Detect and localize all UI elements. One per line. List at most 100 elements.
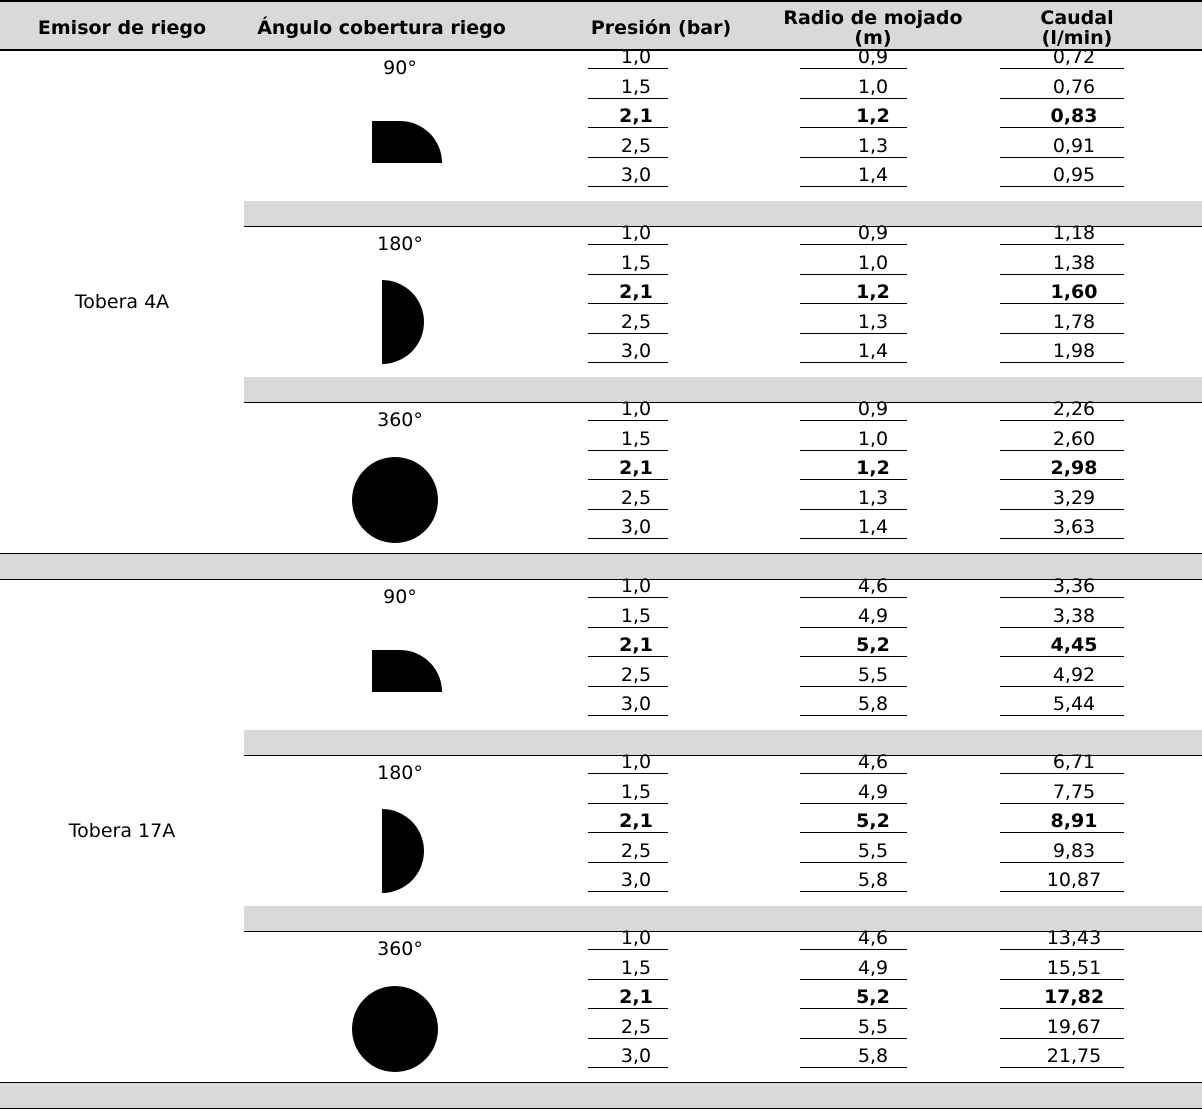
radio-value: 1,3 (857, 134, 889, 157)
cell-underline (800, 186, 907, 187)
cell-underline (588, 68, 668, 69)
caudal-value: 8,91 (1050, 810, 1098, 832)
cell-underline (1000, 127, 1124, 128)
quarter-coverage-icon (372, 650, 442, 696)
section-separator (244, 730, 1202, 756)
cell-underline (588, 97, 668, 99)
table-row: 1,0 0,9 2,26 (0, 399, 1202, 419)
table-row: 2,5 1,3 3,29 (0, 488, 1202, 508)
caudal-value: 21,75 (1046, 1045, 1102, 1067)
cell-underline (1000, 303, 1124, 304)
presion-value: 2,1 (619, 634, 653, 656)
radio-value: 1,4 (857, 164, 889, 186)
caudal-value: 0,76 (1052, 75, 1096, 98)
table-row: 1,5 4,9 15,51 (0, 958, 1202, 978)
table-row: 2,5 1,3 1,78 (0, 312, 1202, 332)
cell-underline (800, 127, 907, 128)
cell-underline (588, 626, 668, 628)
cell-underline (588, 656, 668, 657)
section-separator (244, 906, 1202, 932)
cell-underline (800, 1008, 907, 1009)
header-emisor: Emisor de riego (37, 16, 207, 39)
table-row: 3,0 5,8 21,75 (0, 1046, 1202, 1066)
radio-value: 4,9 (857, 604, 889, 627)
table-header: Emisor de riego Ángulo cobertura riego P… (0, 0, 1202, 51)
presion-value: 1,0 (620, 927, 652, 949)
caudal-value: 17,82 (1043, 986, 1105, 1008)
radio-value: 1,0 (857, 75, 889, 98)
cell-underline (800, 832, 907, 833)
caudal-value: 4,92 (1052, 663, 1096, 686)
half-coverage-icon (382, 809, 424, 897)
cell-underline (800, 949, 907, 950)
cell-underline (1000, 715, 1124, 716)
cell-underline (1000, 68, 1124, 69)
angle-label: 360° (377, 938, 423, 960)
cell-underline (1000, 832, 1124, 833)
header-caudal: Caudal (l/min) (1040, 6, 1114, 49)
presion-value: 1,5 (620, 251, 652, 274)
cell-underline (1000, 802, 1124, 804)
caudal-value: 0,72 (1052, 46, 1096, 68)
cell-underline (1000, 597, 1124, 598)
table-row: 1,5 1,0 0,76 (0, 77, 1202, 97)
radio-value: 1,0 (857, 251, 889, 274)
caudal-value: 2,26 (1052, 398, 1096, 420)
cell-underline (800, 244, 907, 245)
cell-underline (588, 773, 668, 774)
caudal-value: 3,63 (1052, 516, 1096, 538)
cell-underline (588, 832, 668, 833)
presion-value: 3,0 (620, 693, 652, 715)
cell-underline (1000, 978, 1124, 980)
group-separator (0, 553, 1202, 580)
presion-value: 2,5 (620, 486, 652, 509)
presion-value: 3,0 (620, 1045, 652, 1067)
radio-value: 0,9 (857, 398, 889, 420)
presion-value: 1,5 (620, 427, 652, 450)
column-divider (244, 51, 245, 553)
radio-value: 5,5 (857, 1015, 889, 1038)
header-presion: Presión (bar) (590, 16, 732, 39)
cell-underline (1000, 538, 1124, 539)
radio-value: 1,0 (857, 427, 889, 450)
cell-underline (1000, 273, 1124, 275)
section-separator (244, 377, 1202, 403)
caudal-value: 1,98 (1052, 340, 1096, 362)
cell-underline (800, 156, 907, 158)
caudal-value: 2,98 (1050, 457, 1098, 479)
caudal-value: 7,75 (1052, 780, 1096, 803)
cell-underline (800, 891, 907, 892)
radio-value: 0,9 (857, 46, 889, 68)
caudal-value: 3,38 (1052, 604, 1096, 627)
table-row: 2,1 1,2 1,60 (0, 282, 1202, 302)
radio-value: 5,5 (857, 663, 889, 686)
presion-value: 1,0 (620, 46, 652, 68)
radio-value: 5,8 (857, 693, 889, 715)
cell-underline (1000, 1067, 1124, 1068)
presion-value: 2,5 (620, 134, 652, 157)
table-row: 2,1 5,2 8,91 (0, 811, 1202, 831)
column-divider (244, 580, 245, 1082)
presion-value: 2,5 (620, 1015, 652, 1038)
table-row: 3,0 1,4 3,63 (0, 517, 1202, 537)
cell-underline (1000, 449, 1124, 451)
cell-underline (800, 362, 907, 363)
cell-underline (1000, 773, 1124, 774)
cell-underline (800, 97, 907, 99)
presion-value: 3,0 (620, 340, 652, 362)
caudal-value: 19,67 (1046, 1015, 1102, 1038)
radio-value: 4,6 (857, 751, 889, 773)
radio-value: 1,4 (857, 340, 889, 362)
cell-underline (800, 538, 907, 539)
presion-value: 1,0 (620, 575, 652, 597)
table-row: 2,5 5,5 19,67 (0, 1017, 1202, 1037)
presion-value: 2,1 (619, 281, 653, 303)
cell-underline (800, 597, 907, 598)
full-coverage-icon (352, 457, 438, 547)
cell-underline (588, 420, 668, 421)
cell-underline (588, 303, 668, 304)
cell-underline (800, 68, 907, 69)
cell-underline (800, 449, 907, 451)
caudal-value: 1,78 (1052, 310, 1096, 333)
